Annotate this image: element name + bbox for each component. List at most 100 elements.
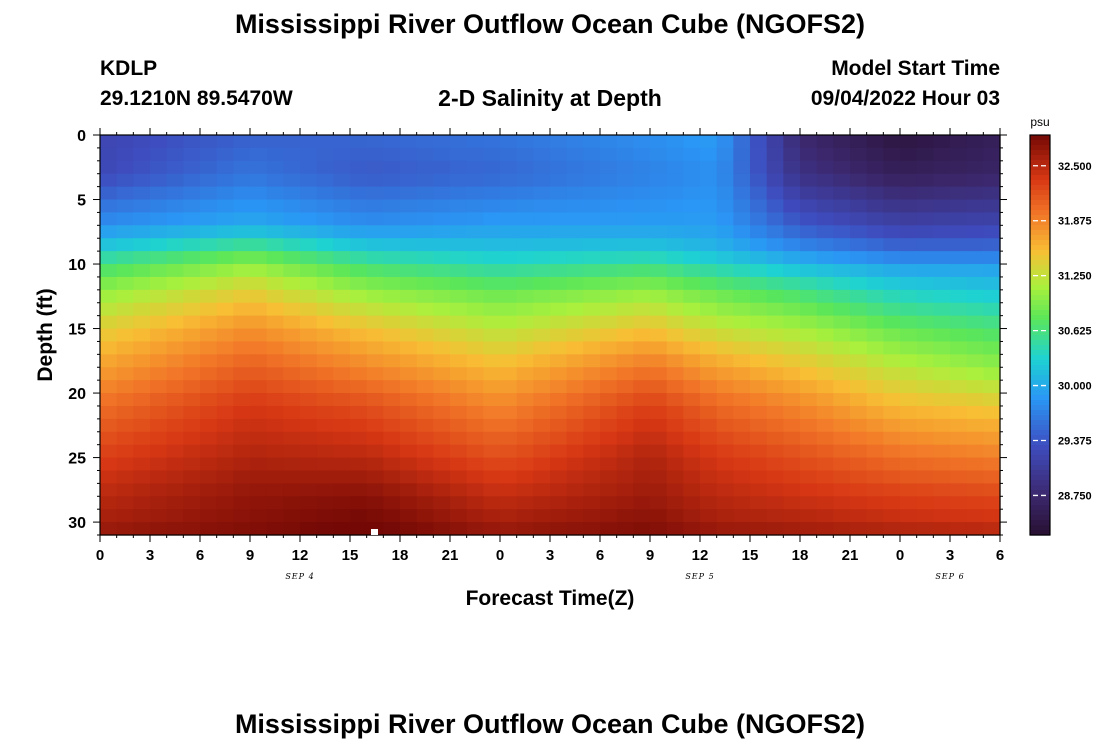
heatmap-cell: [116, 354, 134, 368]
heatmap-cell: [516, 496, 534, 510]
heatmap-cell: [450, 444, 468, 459]
heatmap-cell: [366, 444, 384, 459]
heatmap-cell: [800, 509, 818, 523]
heatmap-cell: [433, 522, 451, 536]
heatmap-cell: [150, 289, 168, 304]
heatmap-cell: [700, 341, 718, 355]
heatmap-cell: [500, 225, 518, 239]
heatmap-cell: [866, 238, 884, 252]
colorbar-unit: psu: [1030, 115, 1049, 129]
heatmap-cell: [816, 315, 834, 330]
heatmap-cell: [300, 393, 318, 407]
heatmap-cell: [100, 135, 118, 149]
heatmap-cell: [916, 483, 934, 497]
heatmap-cell: [883, 522, 901, 536]
heatmap-cell: [966, 276, 984, 291]
heatmap-cell: [150, 418, 168, 433]
heatmap-cell: [100, 496, 118, 510]
heatmap-cell: [250, 147, 268, 162]
heatmap-cell: [800, 251, 818, 265]
heatmap-cell: [683, 173, 701, 188]
heatmap-cell: [483, 251, 501, 265]
heatmap-cell: [783, 483, 801, 497]
heatmap-cell: [900, 367, 918, 381]
heatmap-cell: [816, 483, 834, 497]
heatmap-cell: [400, 470, 418, 484]
heatmap-cell: [500, 393, 518, 407]
heatmap-cell: [666, 405, 684, 420]
heatmap-cell: [166, 509, 184, 523]
heatmap-cell: [500, 186, 518, 201]
heatmap-cell: [283, 367, 301, 381]
heatmap-cell: [566, 147, 584, 162]
heatmap-cell: [766, 225, 784, 239]
heatmap-cell: [500, 276, 518, 291]
heatmap-cell: [683, 238, 701, 252]
heatmap-cell: [550, 225, 568, 239]
heatmap-cell: [266, 367, 284, 381]
heatmap-cell: [700, 380, 718, 394]
heatmap-cell: [200, 199, 218, 214]
x-tick-label: 3: [946, 547, 954, 564]
heatmap-cell: [266, 289, 284, 304]
heatmap-cell: [900, 496, 918, 510]
heatmap-cell: [300, 367, 318, 381]
heatmap-cell: [783, 225, 801, 239]
heatmap-cell: [750, 251, 768, 265]
x-tick-label: 0: [496, 547, 504, 564]
heatmap-cell: [350, 380, 368, 394]
heatmap-cell: [966, 251, 984, 265]
heatmap-cell: [916, 522, 934, 536]
heatmap-cell: [150, 470, 168, 484]
heatmap-cell: [933, 405, 951, 420]
heatmap-cell: [216, 431, 234, 446]
heatmap-cell: [483, 444, 501, 459]
heatmap-cell: [483, 367, 501, 381]
heatmap-cell: [300, 522, 318, 536]
heatmap-cell: [383, 199, 401, 214]
heatmap-cell: [333, 173, 351, 188]
heatmap-cell: [650, 509, 668, 523]
heatmap-cell: [333, 457, 351, 472]
heatmap-cell: [150, 405, 168, 420]
heatmap-cell: [650, 380, 668, 394]
heatmap-cell: [633, 199, 651, 214]
heatmap-cell: [833, 405, 851, 420]
heatmap-cell: [600, 483, 618, 497]
heatmap-cell: [466, 199, 484, 214]
heatmap-cell: [816, 276, 834, 291]
heatmap-cell: [583, 496, 601, 510]
heatmap-cell: [850, 225, 868, 239]
heatmap-cell: [233, 135, 251, 149]
heatmap-cell: [583, 289, 601, 304]
heatmap-cell: [983, 496, 1001, 510]
heatmap-cell: [516, 251, 534, 265]
colorbar-segment: [1030, 330, 1050, 336]
heatmap-cell: [550, 380, 568, 394]
heatmap-cell: [300, 238, 318, 252]
heatmap-cell: [550, 457, 568, 472]
heatmap-cell: [366, 238, 384, 252]
heatmap-cell: [316, 199, 334, 214]
heatmap-cell: [216, 315, 234, 330]
heatmap-cell: [883, 470, 901, 484]
heatmap-cell: [750, 276, 768, 291]
heatmap-cell: [750, 522, 768, 536]
heatmap-cell: [350, 276, 368, 291]
heatmap-cell: [266, 225, 284, 239]
colorbar-segment: [1030, 460, 1050, 466]
heatmap-cell: [950, 186, 968, 201]
heatmap-cell: [166, 135, 184, 149]
heatmap-cell: [166, 251, 184, 265]
heatmap-cell: [316, 328, 334, 343]
heatmap-cell: [650, 341, 668, 355]
heatmap-cell: [650, 225, 668, 239]
heatmap-cell: [566, 380, 584, 394]
heatmap-cell: [400, 367, 418, 381]
heatmap-cell: [866, 341, 884, 355]
heatmap-cell: [516, 354, 534, 368]
heatmap-cell: [900, 341, 918, 355]
heatmap-cell: [550, 431, 568, 446]
heatmap-cell: [550, 276, 568, 291]
heatmap-cell: [133, 186, 151, 201]
